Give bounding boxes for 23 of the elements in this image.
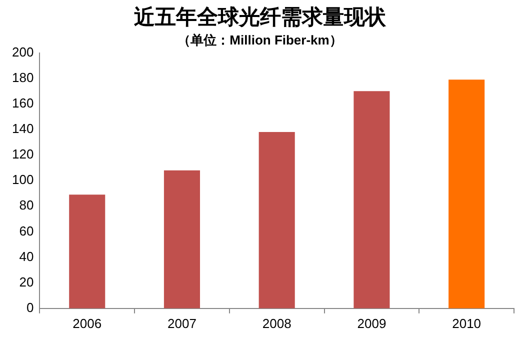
x-tick-label: 2006	[72, 316, 102, 331]
y-tick-label: 60	[19, 223, 34, 238]
y-tick-label: 40	[19, 248, 34, 264]
y-tick-label: 120	[12, 146, 34, 162]
bar	[164, 170, 200, 308]
chart-subtitle: （单位：Million Fiber-km）	[178, 32, 342, 48]
x-tick-label: 2007	[168, 316, 196, 331]
chart-title: 近五年全球光纤需求量现状	[133, 4, 387, 30]
y-tick-label: 140	[12, 121, 34, 136]
y-tick-label: 0	[26, 300, 34, 315]
x-tick-label: 2010	[452, 316, 482, 331]
bar	[258, 132, 295, 308]
y-tick-label: 20	[19, 274, 34, 290]
y-tick-label: 160	[12, 96, 34, 110]
bar	[448, 80, 485, 308]
y-tick-label: 100	[12, 172, 34, 188]
y-tick-label: 80	[19, 198, 34, 213]
x-tick-label: 2009	[357, 316, 386, 331]
bar	[354, 91, 390, 308]
y-tick-label: 180	[12, 70, 34, 85]
y-tick-label: 200	[12, 44, 34, 60]
bar	[69, 194, 106, 308]
x-tick-label: 2008	[262, 316, 292, 331]
